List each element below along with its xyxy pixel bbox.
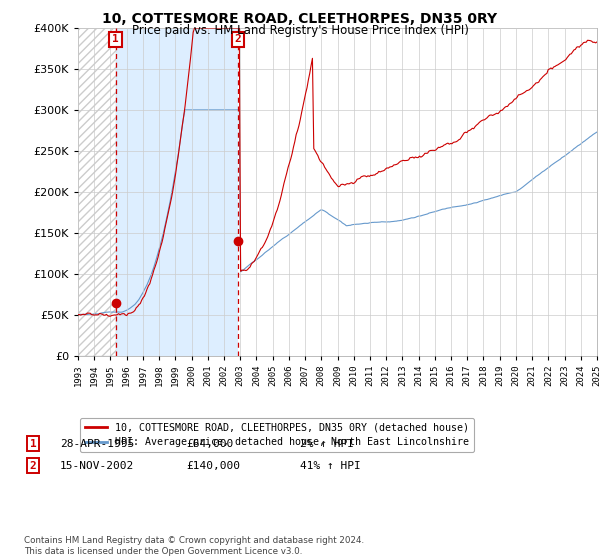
Text: 28-APR-1995: 28-APR-1995 xyxy=(60,438,134,449)
Bar xyxy=(78,28,116,356)
Text: Contains HM Land Registry data © Crown copyright and database right 2024.
This d: Contains HM Land Registry data © Crown c… xyxy=(24,536,364,556)
Text: £140,000: £140,000 xyxy=(186,461,240,471)
Text: 10, COTTESMORE ROAD, CLEETHORPES, DN35 0RY: 10, COTTESMORE ROAD, CLEETHORPES, DN35 0… xyxy=(103,12,497,26)
Bar xyxy=(116,28,238,356)
Text: 1: 1 xyxy=(29,438,37,449)
Legend: 10, COTTESMORE ROAD, CLEETHORPES, DN35 0RY (detached house), HPI: Average price,: 10, COTTESMORE ROAD, CLEETHORPES, DN35 0… xyxy=(80,418,475,452)
Text: £64,000: £64,000 xyxy=(186,438,233,449)
Text: Price paid vs. HM Land Registry's House Price Index (HPI): Price paid vs. HM Land Registry's House … xyxy=(131,24,469,36)
Text: 2% ↑ HPI: 2% ↑ HPI xyxy=(300,438,354,449)
Text: 2: 2 xyxy=(235,35,241,44)
Text: 41% ↑ HPI: 41% ↑ HPI xyxy=(300,461,361,471)
Text: 2: 2 xyxy=(29,461,37,471)
Text: 1: 1 xyxy=(112,35,119,44)
Text: 15-NOV-2002: 15-NOV-2002 xyxy=(60,461,134,471)
